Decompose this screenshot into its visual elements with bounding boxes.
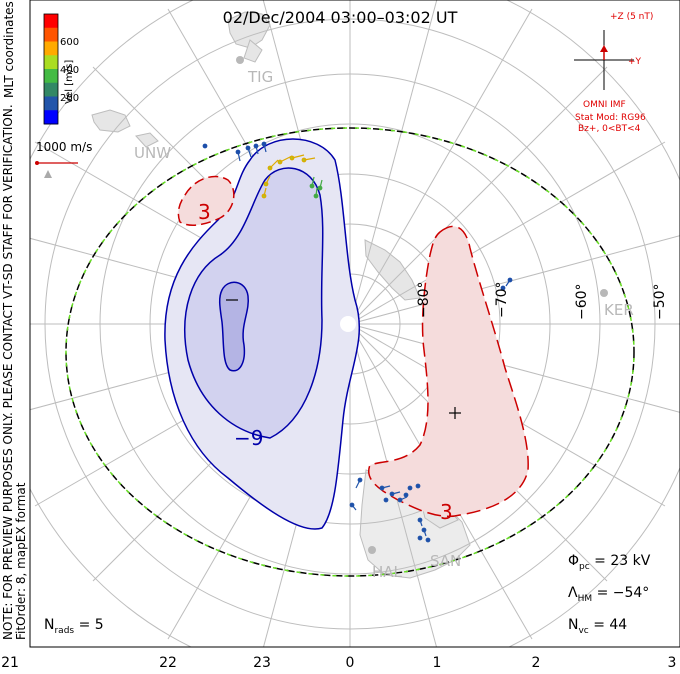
- vector-cluster-fast: [261, 154, 316, 199]
- mlt-tick-23: 23: [253, 655, 271, 671]
- fit-order-note: FitOrder: 8, mapEX format: [14, 482, 28, 640]
- station-label-ker: KER: [604, 301, 634, 319]
- station-marker-kerguelen: [600, 289, 608, 297]
- contour-label-3-dusk: 3: [198, 200, 211, 224]
- vector-count: Nvc = 44: [568, 617, 627, 636]
- mlt-tick-2: 2: [531, 655, 541, 671]
- phi-symbol: Φ: [568, 553, 580, 569]
- lambda-value: = −54°: [596, 585, 650, 601]
- vector-cluster-dusk: [349, 477, 431, 543]
- cross-polar-potential: Φpc = 23 kV: [568, 553, 650, 572]
- phi-value: = 23 kV: [594, 553, 651, 569]
- nrads-subscript: rads: [54, 625, 75, 636]
- mlt-tick-3: 3: [667, 655, 677, 671]
- scale-vector-label: 1000 m/s: [36, 140, 93, 154]
- page-title: 02/Dec/2004 03:00–03:02 UT: [222, 8, 458, 27]
- mlt-tick-21: 21: [1, 655, 19, 671]
- lambda-symbol: Λ: [568, 585, 578, 601]
- nvc-symbol: N: [568, 617, 579, 633]
- imf-z-label: +Z (5 nT): [610, 12, 654, 22]
- imf-clock-dial: [574, 30, 634, 90]
- station-label-tig: TIG: [248, 68, 274, 86]
- imf-model-line1: Stat Mod: RG96: [575, 113, 646, 123]
- hm-boundary: [65, 127, 635, 577]
- imf-model-line2: Bz+, 0<BT<4: [578, 124, 641, 134]
- hm-latitude: ΛHM = −54°: [568, 585, 649, 604]
- colorbar-swatch: [44, 27, 58, 42]
- colorbar-swatch: [44, 82, 58, 97]
- station-marker-unw: [44, 170, 52, 178]
- nvc-subscript: vc: [578, 625, 589, 636]
- potential-maximum-marker: [449, 407, 461, 419]
- station-label-unw: UNW: [134, 144, 172, 162]
- mlt-tick-22: 22: [159, 655, 177, 671]
- hm-boundary-overlay: [65, 127, 635, 577]
- imf-source: OMNI IMF: [583, 100, 626, 110]
- colorbar-swatch: [44, 96, 58, 111]
- negative-potential-cell: [164, 138, 361, 530]
- velocity-colorbar: [43, 13, 59, 125]
- plot-border: [29, 0, 680, 648]
- station-markers: [44, 56, 608, 554]
- lambda-subscript: HM: [577, 593, 593, 604]
- side-note: NOTE: FOR PREVIEW PURPOSES ONLY. PLEASE …: [1, 104, 28, 640]
- longitude-label-minus50: −50°: [652, 283, 668, 320]
- colorbar-swatch: [44, 41, 58, 56]
- colorbar-swatch: [44, 69, 58, 84]
- colorbar-tick-400: 400: [60, 65, 80, 76]
- pole-marker: [340, 316, 356, 332]
- colorbar-swatch: [44, 14, 58, 29]
- vector-cluster-green: [309, 176, 323, 199]
- imf-y-label: +Y: [628, 57, 642, 67]
- scale-vector: [35, 161, 78, 165]
- longitude-label-minus60: −60°: [574, 283, 590, 320]
- station-marker-tig: [236, 56, 244, 64]
- colorbar-swatch: [44, 55, 58, 70]
- nrads-value: = 5: [78, 617, 104, 633]
- radar-count: Nrads = 5: [44, 617, 104, 636]
- colorbar-tick-600: 600: [60, 37, 80, 48]
- station-marker-hal: [368, 546, 376, 554]
- longitude-label-minus80: −80°: [416, 281, 432, 318]
- contour-label-minus9: −9: [234, 426, 264, 450]
- contour-label-3-dawn: 3: [440, 500, 453, 524]
- mlt-tick-0: 0: [345, 655, 355, 671]
- nvc-value: = 44: [593, 617, 628, 633]
- nrads-symbol: N: [44, 617, 55, 633]
- longitude-label-minus70: −70°: [494, 281, 510, 318]
- colorbar-swatch: [44, 110, 58, 125]
- positive-potential-cell: [177, 175, 529, 518]
- mlt-tick-1: 1: [432, 655, 442, 671]
- colorbar-outline: [43, 13, 59, 125]
- vector-cluster-dawn: [202, 141, 513, 291]
- station-label-san: SAN: [430, 552, 462, 570]
- coordinate-system-label: MLT coordinates: [2, 1, 16, 98]
- phi-subscript: pc: [579, 561, 590, 572]
- station-label-hal: HAL: [372, 563, 402, 581]
- velocity-vectors: [202, 141, 513, 543]
- colorbar-tick-200: 200: [60, 93, 80, 104]
